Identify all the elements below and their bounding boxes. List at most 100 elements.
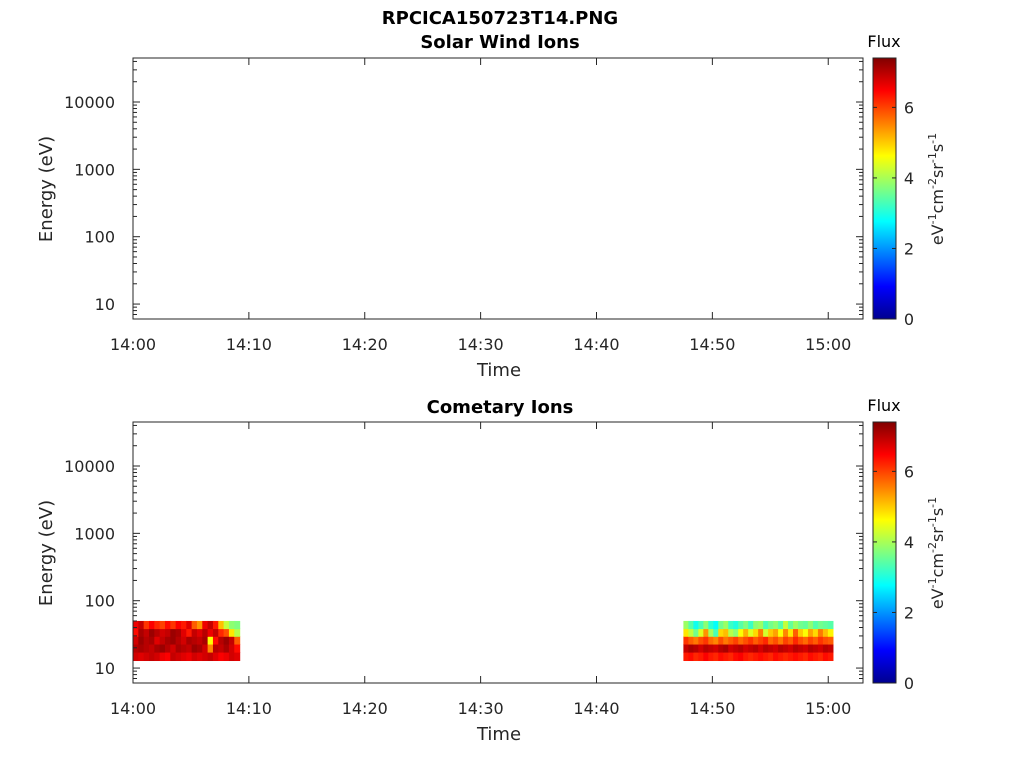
heatmap-cell xyxy=(212,628,219,637)
heatmap-cell xyxy=(683,643,689,653)
heatmap-cell xyxy=(748,651,754,662)
heatmap-cell xyxy=(688,620,694,630)
heatmap-cell xyxy=(807,643,814,653)
x-tick-label: 14:40 xyxy=(573,335,619,354)
x-tick-label: 14:40 xyxy=(573,699,619,718)
heatmap-cell xyxy=(688,651,694,662)
heatmap-cell xyxy=(748,636,754,645)
heatmap-cell xyxy=(728,620,734,630)
heatmap-cell xyxy=(133,636,139,645)
heatmap-cell xyxy=(793,636,799,645)
heatmap-cell xyxy=(148,643,155,653)
heatmap-cell xyxy=(802,620,809,630)
x-tick-label: 14:10 xyxy=(226,335,272,354)
heatmap-cell xyxy=(807,636,814,645)
colorbar-gradient xyxy=(872,57,897,320)
heatmap-cell xyxy=(196,628,203,637)
heatmap-cell xyxy=(234,620,241,630)
heatmap-cell xyxy=(154,628,161,637)
colorbar-tick-label: 4 xyxy=(904,533,914,552)
heatmap-cell xyxy=(718,651,724,662)
x-axis: 14:00 14:10 14:20 14:30 14:40 14:50 15:00 xyxy=(110,58,851,354)
heatmap-cell xyxy=(159,620,166,630)
colorbar-unit-label: eV-1cm-2sr-1s-1 xyxy=(926,133,947,245)
heatmap-cell xyxy=(827,636,834,645)
heatmap-cell xyxy=(693,628,699,637)
heatmap-cell xyxy=(708,628,714,637)
heatmap-cell xyxy=(212,651,219,662)
heatmap-cell xyxy=(773,643,779,653)
y-axis-label: Energy (eV) xyxy=(36,136,57,242)
heatmap-cell xyxy=(196,636,203,645)
heatmap-cell xyxy=(773,651,779,662)
heatmap-cell xyxy=(218,636,225,645)
heatmap-cell xyxy=(753,643,759,653)
heatmap-cell xyxy=(186,620,193,630)
heatmap-cell xyxy=(138,636,145,645)
y-tick-label: 10 xyxy=(95,659,115,678)
heatmap-cell xyxy=(698,628,704,637)
heatmap-cell xyxy=(807,651,814,662)
panel-solar-wind-ions: Solar Wind Ions 14:00 14:10 14:20 14:30 14:4… xyxy=(36,32,947,381)
heatmap-cell xyxy=(698,643,704,653)
heatmap-cell xyxy=(175,628,182,637)
heatmap-cell xyxy=(773,620,779,630)
heatmap-cell xyxy=(708,643,714,653)
heatmap-cell xyxy=(223,651,230,662)
heatmap-cell xyxy=(822,628,829,637)
heatmap-cell xyxy=(170,651,177,662)
heatmap-cell xyxy=(138,651,145,662)
y-tick-label: 10 xyxy=(95,295,115,314)
heatmap-cell xyxy=(713,628,719,637)
x-axis-label: Time xyxy=(476,724,521,745)
heatmap-cell xyxy=(802,628,809,637)
heatmap-cell xyxy=(698,620,704,630)
heatmap-cell xyxy=(133,651,139,662)
heatmap-cell xyxy=(822,643,829,653)
heatmap-cell xyxy=(743,636,749,645)
x-axis-label: Time xyxy=(476,360,521,381)
colorbar-tick-label: 6 xyxy=(904,98,914,117)
y-tick-label: 1000 xyxy=(74,524,115,543)
heatmap-cell xyxy=(802,636,809,645)
heatmap-cell xyxy=(748,643,754,653)
heatmap-cell xyxy=(688,636,694,645)
heatmap-cell xyxy=(743,651,749,662)
heatmap-cell xyxy=(133,628,139,637)
heatmap-cell xyxy=(723,651,729,662)
heatmap-cell xyxy=(164,636,171,645)
heatmap-cell xyxy=(822,636,829,645)
y-tick-label: 10000 xyxy=(64,457,115,476)
colorbar: Flux 0 2 4 6 eV-1cm-2sr-1s-1 xyxy=(867,396,947,693)
x-tick-label: 14:20 xyxy=(342,335,388,354)
heatmap-cell xyxy=(159,628,166,637)
heatmap-cell xyxy=(793,651,799,662)
heatmap-cell xyxy=(148,636,155,645)
heatmap-cell xyxy=(180,636,187,645)
heatmap-cell xyxy=(234,643,241,653)
heatmap-cell xyxy=(743,628,749,637)
heatmap-cell xyxy=(763,651,769,662)
heatmap-cell xyxy=(718,643,724,653)
heatmap-cell xyxy=(207,620,214,630)
heatmap-cell xyxy=(223,643,230,653)
heatmap-cell xyxy=(154,636,161,645)
heatmap-cell xyxy=(798,628,804,637)
heatmap-cell xyxy=(798,636,804,645)
heatmap-cell xyxy=(783,620,789,630)
y-tick-label: 100 xyxy=(84,228,115,247)
heatmap-cell xyxy=(186,628,193,637)
heatmap-cell xyxy=(170,643,177,653)
heatmap-cell xyxy=(738,636,744,645)
heatmap-cell xyxy=(733,620,739,630)
heatmap-cell xyxy=(812,651,819,662)
heatmap-cell xyxy=(743,643,749,653)
heatmap-cell xyxy=(758,651,764,662)
plot-frame xyxy=(132,421,864,684)
heatmap-cell xyxy=(708,651,714,662)
heatmap-cell xyxy=(807,620,814,630)
heatmap-cell xyxy=(768,636,774,645)
heatmap-cell xyxy=(703,628,709,637)
heatmap-cell xyxy=(758,643,764,653)
colorbar-unit-label: eV-1cm-2sr-1s-1 xyxy=(926,497,947,609)
